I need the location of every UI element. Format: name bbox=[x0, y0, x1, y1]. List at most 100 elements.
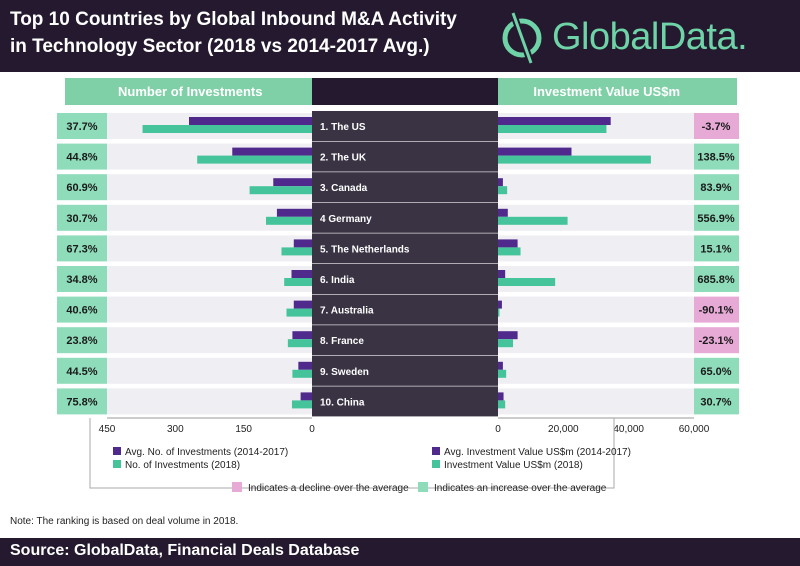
left-tick-label: 300 bbox=[167, 424, 184, 435]
right-tick-label: 20,000 bbox=[548, 424, 579, 435]
left-change-box bbox=[57, 113, 107, 139]
right-change-box bbox=[694, 357, 739, 384]
left-change-label: 60.9% bbox=[66, 182, 97, 194]
left-bar-avg bbox=[293, 300, 312, 309]
right-bar-avg bbox=[498, 208, 508, 217]
right-change-box bbox=[694, 204, 739, 231]
right-change-box bbox=[694, 113, 739, 139]
left-bar-avg bbox=[298, 361, 312, 370]
row-strip-left bbox=[107, 266, 312, 292]
category-label: 1. The US bbox=[320, 122, 366, 133]
row-strip-right bbox=[498, 327, 694, 354]
legend-value-2018-swatch bbox=[432, 460, 440, 468]
category-label: 8. France bbox=[320, 336, 364, 347]
right-change-label: 30.7% bbox=[700, 396, 731, 408]
category-label: 3. Canada bbox=[320, 183, 368, 194]
chart-area: Number of Investments Investment Value U… bbox=[57, 78, 739, 494]
ranking-note: Note: The ranking is based on deal volum… bbox=[10, 516, 239, 527]
right-change-label: 138.5% bbox=[697, 152, 735, 164]
legend-count-2018-swatch bbox=[113, 460, 121, 468]
category-cell bbox=[312, 325, 498, 356]
footer-banner: Source: GlobalData, Financial Deals Data… bbox=[0, 538, 800, 566]
left-change-box bbox=[57, 266, 107, 292]
legend-avg-count: Avg. No. of Investments (2014-2017) bbox=[125, 447, 288, 458]
right-bar-avg bbox=[498, 331, 518, 340]
left-change-label: 34.8% bbox=[66, 274, 97, 286]
left-change-label: 67.3% bbox=[66, 243, 97, 255]
category-label: 7. Australia bbox=[320, 306, 374, 317]
right-bar-avg bbox=[498, 178, 503, 187]
row-strip-right bbox=[498, 174, 694, 201]
left-bar-avg bbox=[292, 331, 312, 340]
left-change-label: 37.7% bbox=[66, 121, 97, 133]
chart-row: 34.8% 6. India 685.8% bbox=[57, 264, 739, 294]
right-bar-avg bbox=[498, 239, 518, 248]
left-change-label: 23.8% bbox=[66, 335, 97, 347]
right-bar-avg bbox=[498, 392, 504, 401]
chart-title-line2: in Technology Sector (2018 vs 2014-2017 … bbox=[10, 36, 430, 57]
chart-row: 67.3% 5. The Netherlands 15.1% bbox=[57, 233, 739, 264]
left-change-label: 75.8% bbox=[66, 396, 97, 408]
left-tick-label: 450 bbox=[99, 424, 116, 435]
left-bar-2018 bbox=[265, 216, 312, 225]
row-strip-left bbox=[107, 327, 312, 354]
right-change-box bbox=[694, 143, 739, 170]
left-bar-avg bbox=[291, 270, 312, 278]
row-strip-left bbox=[107, 357, 312, 384]
right-bar-avg bbox=[498, 361, 503, 370]
row-strip-right bbox=[498, 296, 694, 323]
left-change-box bbox=[57, 143, 107, 170]
legend-decline: Indicates a decline over the average bbox=[248, 483, 409, 494]
left-panel-title: Number of Investments bbox=[118, 84, 262, 99]
left-bar-2018 bbox=[287, 339, 312, 348]
left-tick-label: 0 bbox=[309, 424, 315, 435]
category-cell bbox=[312, 355, 498, 386]
right-bar-avg bbox=[498, 147, 572, 156]
source-text: Source: GlobalData, Financial Deals Data… bbox=[10, 542, 360, 559]
chart-row: 37.7% 1. The US -3.7% bbox=[57, 111, 739, 141]
legend-increase-swatch bbox=[418, 482, 428, 492]
category-cell bbox=[312, 141, 498, 172]
left-tick-label: 150 bbox=[235, 424, 252, 435]
right-change-label: 15.1% bbox=[700, 243, 731, 255]
legend-value-2018: Investment Value US$m (2018) bbox=[444, 460, 583, 471]
right-bar-avg bbox=[498, 300, 502, 309]
left-change-box bbox=[57, 235, 107, 262]
axis-ticks: 450 300 150 0 0 20,000 40,000 60,000 bbox=[99, 424, 710, 435]
right-change-box bbox=[694, 296, 739, 323]
left-bar-2018 bbox=[286, 308, 312, 317]
chart-title-line1: Top 10 Countries by Global Inbound M&A A… bbox=[10, 9, 457, 30]
category-label: 6. India bbox=[320, 275, 355, 286]
right-bar-2018 bbox=[498, 308, 500, 317]
left-change-label: 44.5% bbox=[66, 366, 97, 378]
legend-avg-count-swatch bbox=[113, 447, 121, 455]
category-label: 2. The UK bbox=[320, 153, 367, 164]
right-bar-avg bbox=[498, 270, 506, 278]
row-strip-left bbox=[107, 296, 312, 323]
left-bar-2018 bbox=[249, 186, 312, 195]
left-change-box bbox=[57, 327, 107, 354]
right-bar-2018 bbox=[498, 125, 607, 133]
left-change-label: 30.7% bbox=[66, 213, 97, 225]
category-cell bbox=[312, 294, 498, 325]
right-change-box bbox=[694, 235, 739, 262]
right-bar-2018 bbox=[498, 369, 507, 378]
right-change-box bbox=[694, 388, 739, 415]
right-bar-2018 bbox=[498, 155, 651, 164]
header-banner: Top 10 Countries by Global Inbound M&A A… bbox=[0, 0, 800, 72]
category-cell bbox=[312, 233, 498, 264]
category-label: 5. The Netherlands bbox=[320, 244, 410, 255]
chart-row: 40.6% 7. Australia -90.1% bbox=[57, 294, 739, 325]
left-bar-avg bbox=[232, 147, 312, 156]
left-change-box bbox=[57, 357, 107, 384]
category-label: 4 Germany bbox=[320, 214, 372, 225]
left-bar-2018 bbox=[284, 278, 312, 286]
row-strip-right bbox=[498, 235, 694, 262]
right-change-label: 83.9% bbox=[700, 182, 731, 194]
category-cell bbox=[312, 202, 498, 233]
row-strip-left bbox=[107, 235, 312, 262]
chart-row: 44.5% 9. Sweden 65.0% bbox=[57, 355, 739, 386]
right-bar-2018 bbox=[498, 400, 506, 409]
logo-mark-icon bbox=[502, 11, 542, 64]
right-change-label: 685.8% bbox=[697, 274, 735, 286]
